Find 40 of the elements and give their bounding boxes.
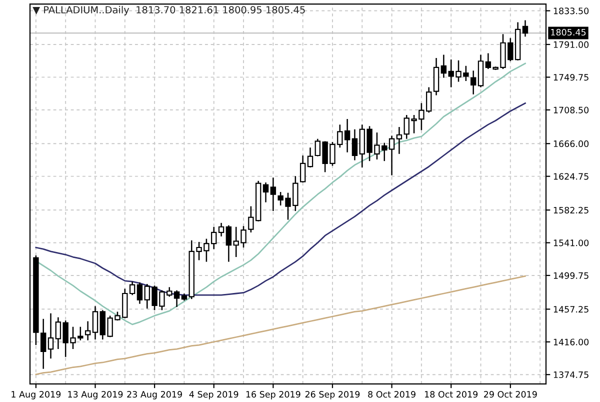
y-tick-label: 1749.75 xyxy=(554,74,588,81)
x-tick-label: 29 Oct 2019 xyxy=(484,391,537,398)
candlestick xyxy=(522,20,528,38)
y-tick-label: 1374.75 xyxy=(554,371,588,378)
y-tick-label: 1541.00 xyxy=(554,240,589,246)
candlestick xyxy=(396,126,402,155)
candlestick xyxy=(270,177,276,212)
candlestick xyxy=(174,290,180,308)
candlestick xyxy=(470,70,476,96)
candlestick xyxy=(262,182,269,203)
candlestick xyxy=(352,128,358,161)
y-tick-label: 1457.25 xyxy=(554,306,588,313)
y-tick-label: 1582.25 xyxy=(554,206,588,214)
y-tick-label: 1708.50 xyxy=(554,106,589,114)
x-tick-label: 8 Oct 2019 xyxy=(368,391,416,398)
y-tick-label: 1416.00 xyxy=(554,338,589,346)
candlestick xyxy=(388,135,395,176)
ref-line-label: 1805.45 xyxy=(551,28,586,36)
x-tick-label: 18 Oct 2019 xyxy=(425,391,478,398)
chart-title: ▼ PALLADIUM..Daily 1813.70 1821.61 1800.95 1805.45 xyxy=(32,6,305,16)
x-tick-label: 4 Sep 2019 xyxy=(189,391,238,400)
candlestick xyxy=(136,282,143,304)
y-tick-label: 1666.00 xyxy=(554,140,589,148)
x-tick-label: 26 Sep 2019 xyxy=(305,391,360,400)
y-tick-label: 1624.75 xyxy=(554,173,588,180)
x-tick-label: 23 Aug 2019 xyxy=(127,391,182,400)
x-tick-label: 16 Sep 2019 xyxy=(246,391,300,400)
y-tick-label: 1791.00 xyxy=(554,41,589,48)
candlestick xyxy=(300,154,306,184)
y-tick-label: 1833.50 xyxy=(554,8,589,14)
candlestick xyxy=(433,57,440,96)
y-tick-label: 1499.75 xyxy=(554,272,588,279)
candlestick xyxy=(48,312,54,360)
candlestick xyxy=(307,146,314,168)
x-tick-label: 13 Aug 2019 xyxy=(68,391,123,400)
x-tick-label: 1 Aug 2019 xyxy=(12,391,61,400)
line-series xyxy=(35,275,526,376)
candlestick xyxy=(84,320,91,341)
candlestick xyxy=(92,306,98,340)
candlestick xyxy=(218,222,224,238)
